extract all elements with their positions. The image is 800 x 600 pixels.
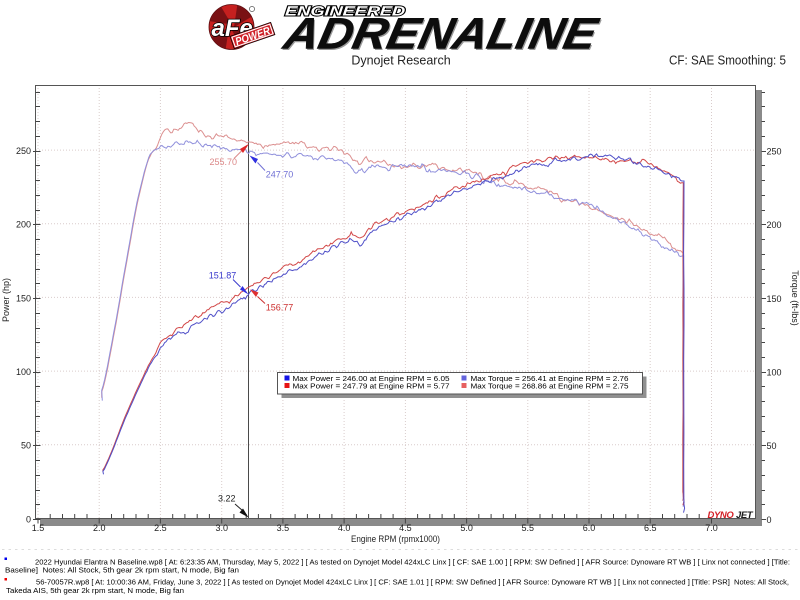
svg-text:5.5: 5.5 (522, 523, 535, 533)
svg-text:Max Power = 246.00 at Engine R: Max Power = 246.00 at Engine RPM = 6.05 (293, 374, 450, 383)
svg-text:5.0: 5.0 (460, 523, 473, 533)
svg-text:Torque (ft-lbs): Torque (ft-lbs) (790, 270, 800, 326)
svg-text:Max Power = 247.79 at Engine R: Max Power = 247.79 at Engine RPM = 5.77 (293, 382, 450, 391)
svg-text:1.5: 1.5 (32, 523, 45, 533)
svg-text:4.0: 4.0 (338, 523, 351, 533)
svg-text:2.0: 2.0 (93, 523, 106, 533)
svg-text:150: 150 (767, 294, 782, 304)
svg-text:250: 250 (16, 146, 31, 156)
svg-text:Dynojet Research: Dynojet Research (351, 54, 450, 68)
svg-text:100: 100 (767, 368, 782, 378)
svg-text:50: 50 (21, 441, 31, 451)
svg-text:ADRENALINE: ADRENALINE (279, 10, 603, 58)
svg-text:Baseline] Notes: All Stock, 5: Baseline] Notes: All Stock, 5th gear 2k … (5, 566, 239, 575)
svg-text:4.5: 4.5 (399, 523, 412, 533)
svg-text:3.22: 3.22 (218, 494, 236, 504)
svg-text:200: 200 (16, 220, 31, 230)
svg-text:Max Torque = 268.86 at Engine: Max Torque = 268.86 at Engine RPM = 2.75 (471, 382, 629, 391)
svg-text:247.70: 247.70 (266, 170, 294, 180)
svg-text:2022 Hyundai Elantra N Baselin: 2022 Hyundai Elantra N Baseline.wp8 [ At… (35, 558, 790, 567)
svg-text:156.77: 156.77 (266, 303, 294, 313)
svg-text:50: 50 (767, 441, 777, 451)
svg-text:255.70: 255.70 (210, 157, 238, 167)
svg-text:Takeda AIS, 5th gear 2k rpm st: Takeda AIS, 5th gear 2k rpm start, N mod… (6, 586, 184, 595)
svg-text:6.0: 6.0 (583, 523, 596, 533)
svg-text:Max Torque = 256.41 at Engine: Max Torque = 256.41 at Engine RPM = 2.76 (471, 374, 629, 383)
svg-text:Engine RPM (rpmx1000): Engine RPM (rpmx1000) (351, 534, 440, 544)
svg-text:7.0: 7.0 (705, 523, 718, 533)
svg-text:200: 200 (767, 220, 782, 230)
svg-text:150: 150 (16, 293, 31, 303)
svg-text:56-70057R.wp8 [ At: 10:00:36 A: 56-70057R.wp8 [ At: 10:00:36 AM, Friday,… (36, 578, 789, 587)
svg-text:ADRENALINE: ADRENALINE (280, 11, 604, 59)
svg-text:100: 100 (16, 367, 31, 377)
svg-text:2.5: 2.5 (154, 523, 167, 533)
svg-text:6.5: 6.5 (644, 523, 657, 533)
svg-text:ENGINEERED: ENGINEERED (285, 4, 406, 19)
svg-text:3.0: 3.0 (215, 523, 228, 533)
svg-text:DYNO: DYNO (708, 510, 735, 521)
svg-text:0: 0 (767, 515, 772, 525)
svg-text:3.5: 3.5 (277, 523, 290, 533)
svg-text:CF: SAE Smoothing: 5: CF: SAE Smoothing: 5 (669, 54, 786, 68)
svg-text:250: 250 (767, 147, 782, 157)
svg-text:0: 0 (26, 514, 31, 524)
svg-text:Power (hp): Power (hp) (1, 278, 11, 322)
svg-text:151.87: 151.87 (209, 271, 237, 281)
svg-text:JET: JET (736, 510, 754, 521)
